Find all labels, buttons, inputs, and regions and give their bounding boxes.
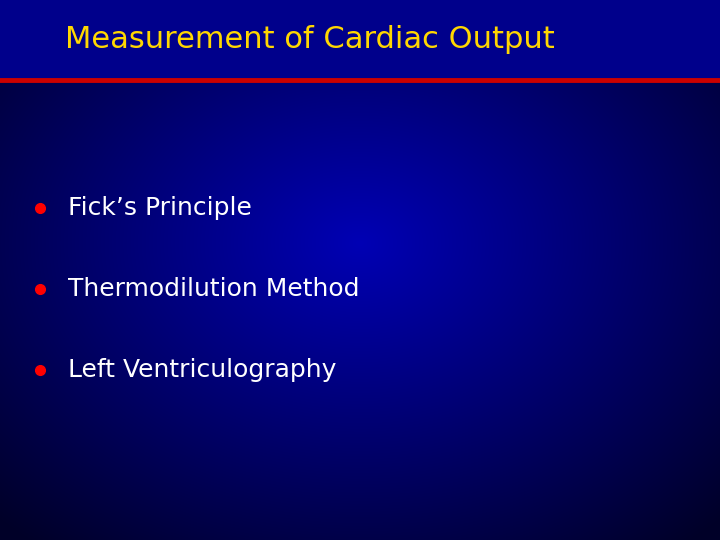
FancyBboxPatch shape [0, 0, 720, 80]
Text: Measurement of Cardiac Output: Measurement of Cardiac Output [65, 25, 554, 55]
Text: Fick’s Principle: Fick’s Principle [68, 196, 252, 220]
Text: Thermodilution Method: Thermodilution Method [68, 277, 360, 301]
Text: Left Ventriculography: Left Ventriculography [68, 358, 337, 382]
